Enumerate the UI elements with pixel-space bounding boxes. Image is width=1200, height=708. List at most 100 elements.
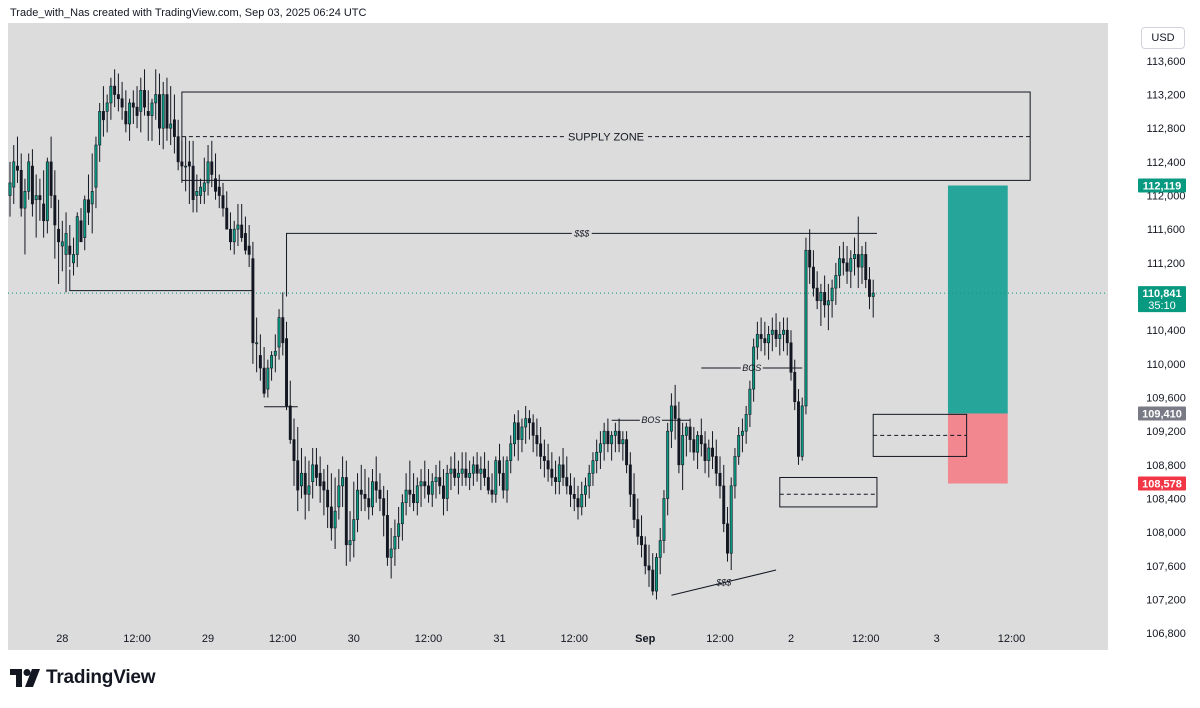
candle-body (542, 456, 546, 461)
candle-body (158, 94, 161, 129)
attribution-text: Trade_with_Nas created with TradingView.… (10, 7, 367, 19)
candle (584, 477, 587, 507)
candle (468, 460, 472, 491)
candle-body (337, 485, 341, 508)
candle-body (453, 468, 457, 478)
candle-body (819, 292, 823, 302)
price-badge-label: 109,410 (1142, 409, 1182, 421)
candle-body (849, 258, 853, 272)
candle (131, 90, 135, 124)
candle (640, 515, 643, 558)
candle-body (617, 430, 621, 445)
candle (408, 460, 412, 507)
candle (632, 473, 636, 528)
candle-body (651, 569, 655, 592)
y-tick-label: 108,000 (1146, 527, 1186, 539)
candle (763, 321, 767, 356)
candle-body (16, 165, 19, 171)
candle (456, 460, 460, 495)
candle (565, 456, 569, 495)
candle (595, 439, 599, 474)
tradingview-brand[interactable]: TradingView (10, 666, 156, 690)
candle (30, 149, 34, 217)
candle-body (501, 472, 505, 491)
candle (770, 317, 774, 352)
candle-body (632, 494, 636, 520)
candle-body (296, 460, 300, 491)
candle (389, 527, 393, 579)
candle-body (27, 161, 31, 192)
liquidity-bottom-line (671, 569, 777, 596)
candle (434, 464, 438, 499)
candle (412, 473, 416, 512)
candle-body (57, 228, 61, 243)
candle (819, 283, 823, 326)
candle-body (636, 519, 640, 537)
candle (486, 460, 490, 495)
candle (210, 140, 214, 188)
candle-body (740, 430, 744, 436)
candle-body (561, 464, 565, 478)
stop-zone (947, 413, 1008, 484)
candle-body (169, 123, 173, 129)
candle-body (602, 430, 606, 445)
candle-body (718, 472, 722, 487)
candle-body (277, 317, 281, 348)
currency-button[interactable]: USD (1141, 27, 1185, 49)
candle-body (647, 565, 651, 571)
candle (471, 456, 475, 486)
candle (225, 191, 229, 230)
candle-body (45, 161, 49, 222)
candle (744, 405, 748, 444)
candle-body (707, 447, 711, 461)
candle (292, 418, 296, 486)
candle-body (68, 245, 72, 255)
candle-body (87, 199, 90, 213)
candle (759, 317, 763, 352)
candle (206, 145, 210, 196)
price-badge-label: 110,841 (1142, 288, 1181, 300)
candle (236, 203, 240, 247)
liquidity-bottom-label: $$$ (715, 578, 732, 588)
candle-body (598, 443, 602, 453)
candle-body (255, 342, 259, 345)
x-tick-label: 29 (202, 633, 214, 645)
candle-body (669, 405, 673, 432)
candle (393, 519, 397, 566)
candle (314, 448, 318, 486)
candle (808, 229, 812, 284)
candle (109, 77, 113, 120)
candle-body (808, 249, 812, 268)
candle (774, 313, 778, 348)
candle-body (834, 275, 838, 289)
candle-body (311, 464, 315, 482)
candle-body (774, 329, 778, 339)
candle-body (131, 102, 135, 108)
candle-body (356, 489, 359, 520)
candle-body (782, 329, 785, 335)
candle (681, 422, 685, 491)
candle-body (864, 254, 868, 280)
candle-body (572, 494, 576, 499)
candle-body (30, 165, 34, 205)
candle-body (804, 249, 808, 407)
candle-body (486, 477, 490, 491)
y-tick-label: 107,200 (1146, 595, 1186, 607)
candle (625, 431, 629, 474)
candle-body (281, 317, 285, 344)
candle-body (628, 464, 632, 495)
candle-body (722, 485, 726, 525)
candle (172, 94, 176, 154)
candle-body (471, 464, 475, 474)
candle (45, 157, 49, 234)
y-tick-label: 111,600 (1147, 224, 1185, 236)
candle-body (445, 472, 449, 499)
candle-body (258, 355, 262, 369)
candle (128, 98, 132, 141)
candle (501, 456, 505, 499)
candle (610, 431, 614, 461)
candle (27, 153, 31, 200)
candle-body (146, 111, 150, 116)
